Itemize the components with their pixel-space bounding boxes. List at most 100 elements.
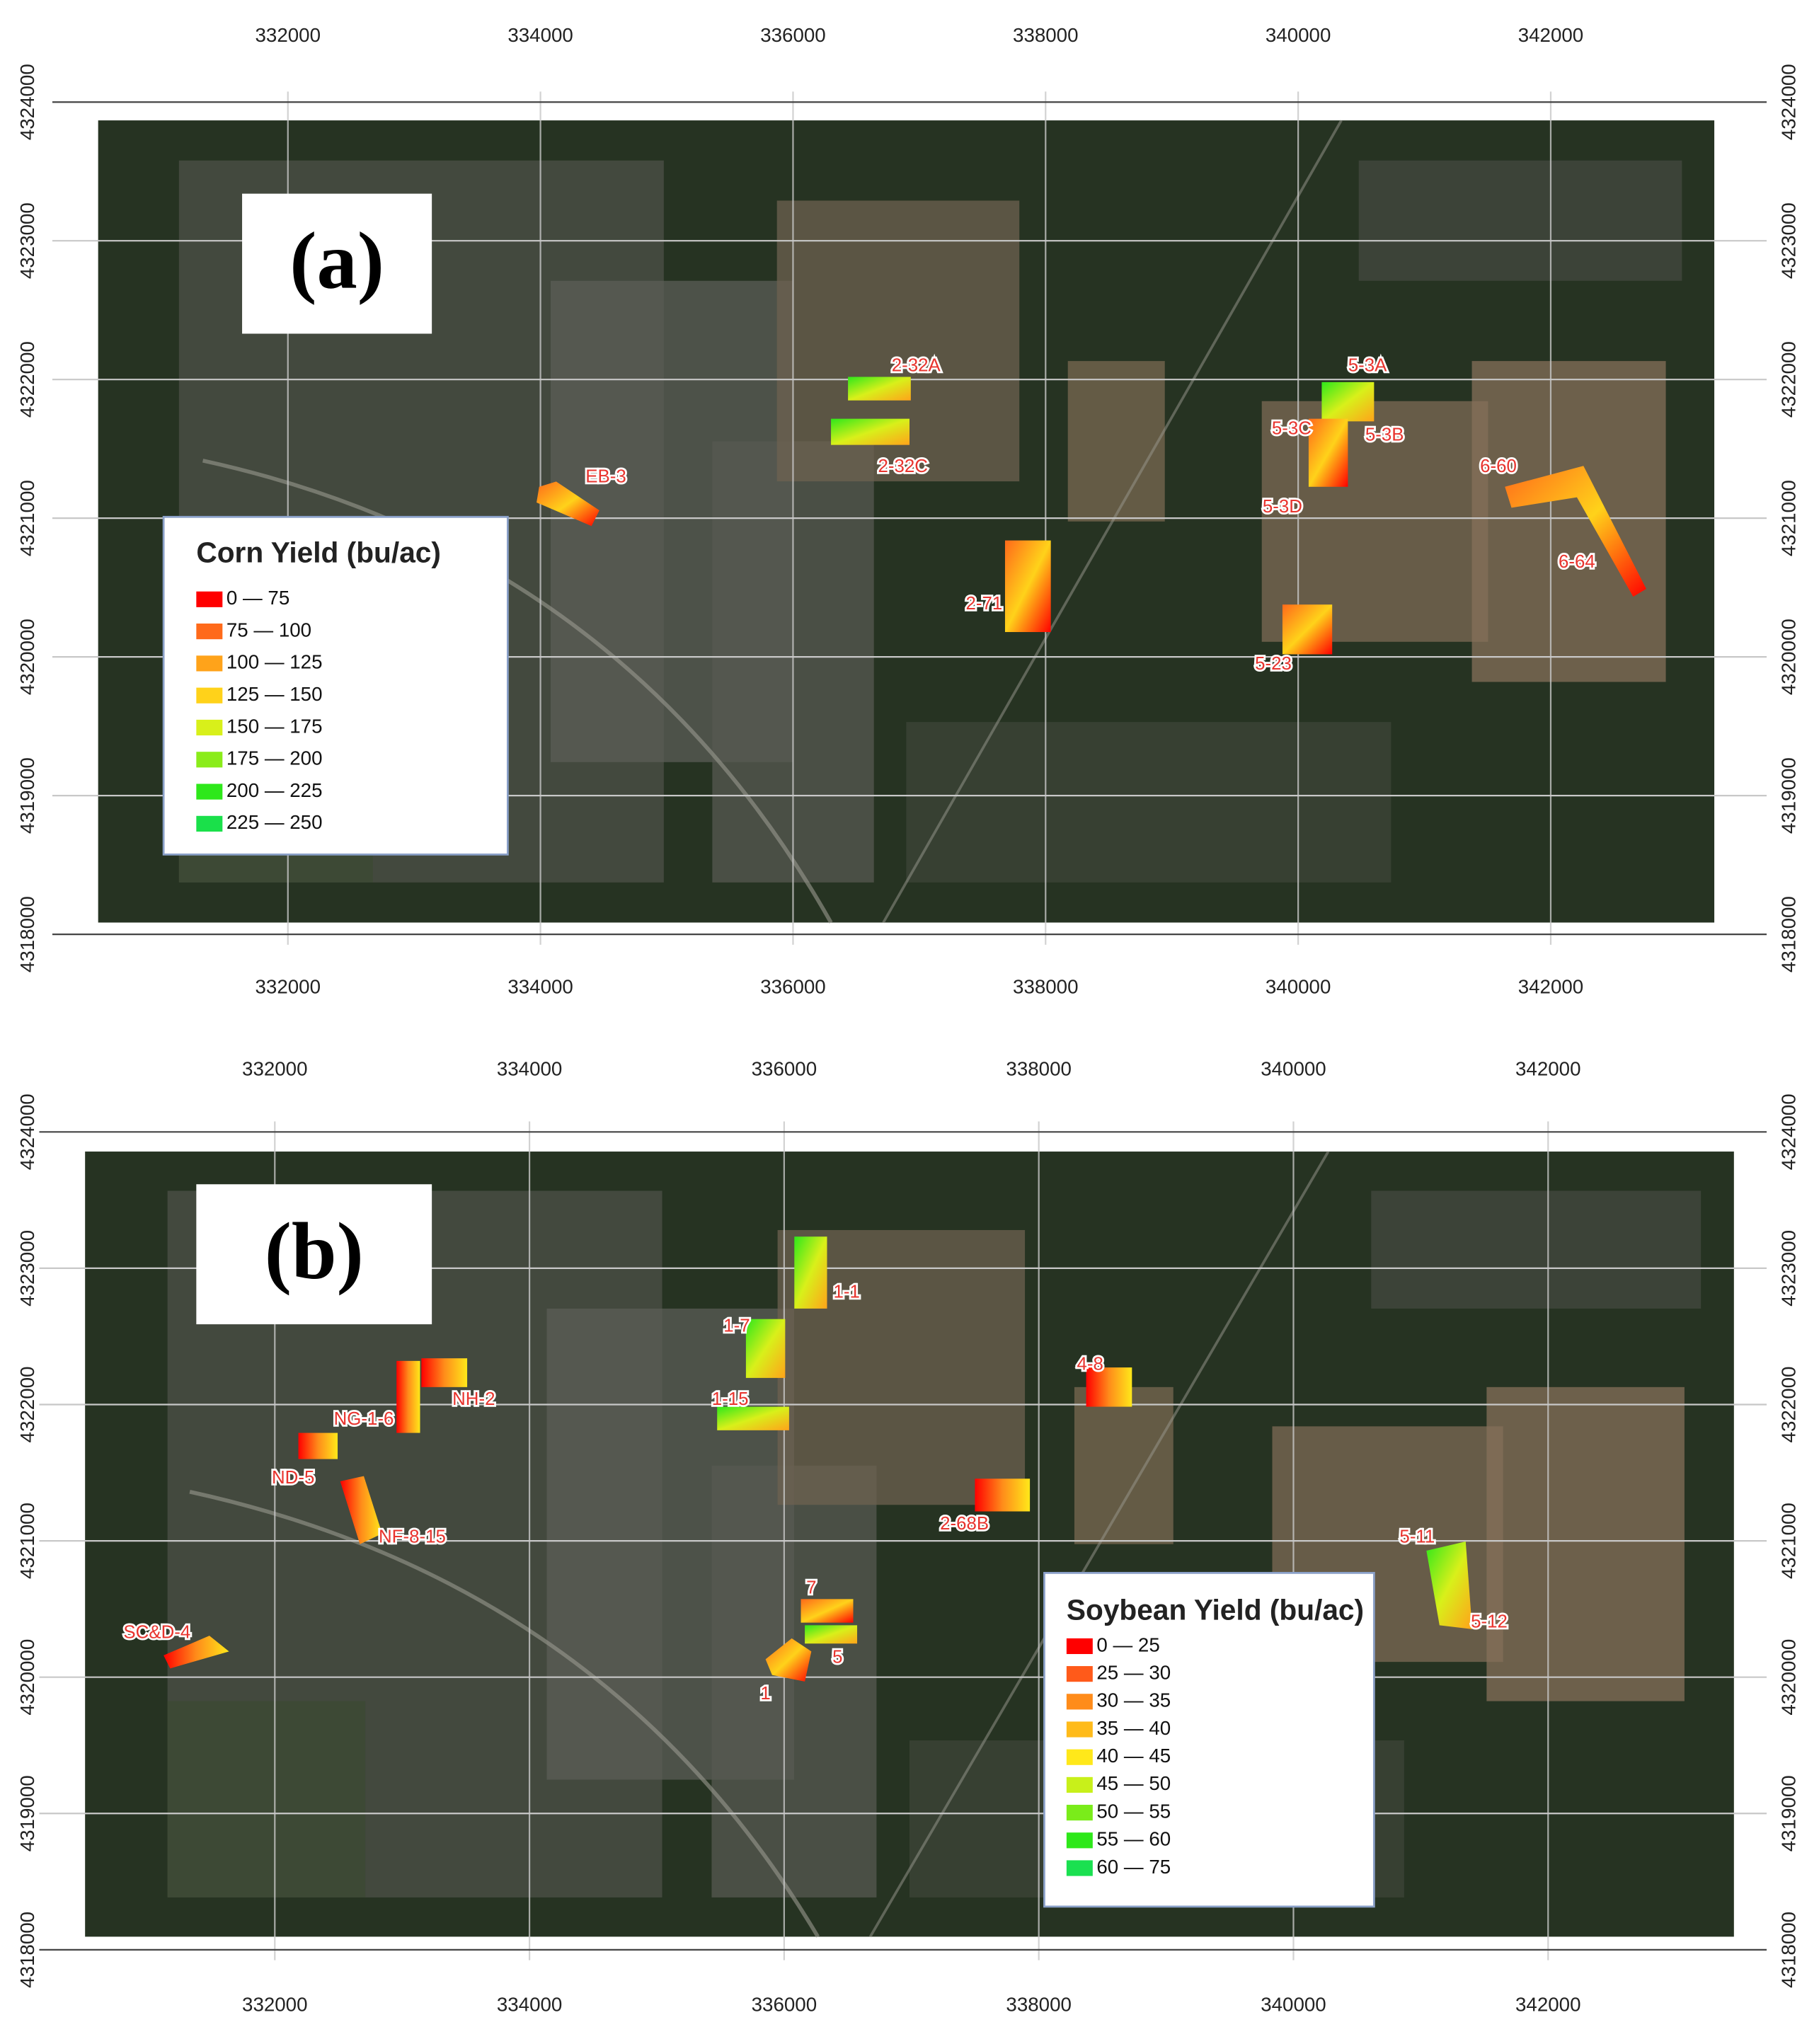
field-label: SC&D-4 — [123, 1622, 190, 1642]
panel-label: (a) — [289, 215, 384, 305]
field-label: 5-3A — [1348, 356, 1387, 376]
y-tick-label: 4318000 — [1778, 896, 1800, 972]
field-label: ND-5 — [272, 1468, 314, 1488]
field-yield-map — [717, 1406, 789, 1430]
panel-label-box — [196, 1184, 432, 1325]
x-tick-label: 334000 — [497, 1058, 563, 1080]
y-tick-label: 4319000 — [16, 757, 38, 834]
x-tick-label: 334000 — [507, 24, 573, 46]
field-label: 5-3C — [1272, 418, 1312, 438]
x-tick-label: 332000 — [242, 1994, 308, 2016]
field-label: 4-8 — [1077, 1354, 1103, 1374]
y-tick-label: 4322000 — [16, 341, 38, 418]
legend-swatch — [1066, 1666, 1093, 1682]
field-label: 5-11 — [1399, 1527, 1435, 1546]
terrain-patch — [1067, 361, 1165, 522]
terrain-patch — [1486, 1386, 1685, 1701]
x-tick-label: 332000 — [256, 975, 321, 997]
road — [202, 459, 833, 924]
road — [868, 1151, 1330, 1938]
field-label: 2-68B — [940, 1514, 989, 1534]
y-tick-label: 4320000 — [16, 619, 38, 695]
field-label: 5-12 — [1471, 1612, 1508, 1631]
field-label: 1 — [760, 1684, 770, 1704]
legend-swatch — [1066, 1832, 1093, 1849]
legend-label: 60 — 75 — [1096, 1856, 1171, 1878]
field-yield-map — [1505, 466, 1646, 597]
field-yield-map — [765, 1638, 812, 1682]
legend-swatch — [1066, 1694, 1093, 1710]
legend-swatch — [196, 752, 223, 768]
y-tick-label: 4318000 — [1778, 1912, 1800, 1988]
y-tick-label: 4322000 — [16, 1367, 38, 1443]
y-tick-label: 4323000 — [16, 202, 38, 279]
legend-swatch — [196, 815, 223, 832]
y-tick-label: 4319000 — [1778, 1775, 1800, 1851]
y-tick-label: 4319000 — [1778, 757, 1800, 834]
legend-swatch — [196, 687, 223, 704]
x-tick-label: 336000 — [752, 1058, 817, 1080]
x-tick-label: 334000 — [497, 1994, 563, 2016]
field-label: NF-8-15 — [379, 1527, 446, 1546]
x-tick-label: 338000 — [1013, 24, 1078, 46]
field-label: 6-60 — [1480, 457, 1517, 476]
terrain-patch — [1261, 401, 1488, 642]
field-yield-map — [1004, 540, 1051, 633]
legend-swatch — [1066, 1749, 1093, 1765]
x-tick-label: 338000 — [1006, 1058, 1072, 1080]
road — [882, 120, 1343, 924]
x-tick-label: 342000 — [1518, 975, 1584, 997]
legend-label: 35 — 40 — [1096, 1717, 1171, 1739]
field-label: 5-3B — [1365, 425, 1404, 445]
legend-swatch — [1066, 1721, 1093, 1738]
legend-label: 45 — 50 — [1096, 1772, 1171, 1794]
terrain-patch — [1471, 361, 1666, 682]
field-label: 5 — [832, 1647, 842, 1667]
field-yield-map — [1426, 1541, 1473, 1629]
panel-label: (b) — [265, 1206, 364, 1296]
legend-label: 50 — 55 — [1096, 1800, 1171, 1822]
field-label: 5-23 — [1255, 654, 1292, 674]
x-tick-label: 338000 — [1013, 975, 1078, 997]
y-tick-label: 4321000 — [1778, 1503, 1800, 1579]
legend-label: 25 — 30 — [1096, 1661, 1171, 1683]
legend-label: 225 — 250 — [226, 811, 323, 833]
field-yield-map — [1282, 604, 1333, 655]
field-yield-map — [396, 1360, 420, 1433]
field-yield-map — [805, 1625, 858, 1644]
legend-swatch — [196, 783, 223, 800]
field-label: 1-7 — [723, 1316, 750, 1336]
legend-swatch — [1066, 1776, 1093, 1793]
field-label: 2-71 — [965, 594, 1002, 614]
legend-label: 55 — 60 — [1096, 1828, 1171, 1850]
y-tick-label: 4321000 — [16, 480, 38, 556]
y-tick-label: 4322000 — [1778, 341, 1800, 418]
y-tick-label: 4320000 — [16, 1639, 38, 1716]
y-tick-label: 4323000 — [1778, 202, 1800, 279]
y-tick-label: 4324000 — [1778, 64, 1800, 140]
legend-label: 0 — 75 — [226, 587, 289, 609]
terrain-patch — [906, 722, 1391, 883]
y-tick-label: 4320000 — [1778, 619, 1800, 695]
legend-swatch — [1066, 1805, 1093, 1821]
field-label: 2-32A — [892, 356, 941, 376]
legend-label: 40 — 45 — [1096, 1745, 1171, 1767]
field-label: 2-32C — [878, 457, 928, 476]
legend-swatch — [1066, 1638, 1093, 1655]
y-tick-label: 4323000 — [1778, 1230, 1800, 1307]
field-label: NH-2 — [452, 1389, 495, 1409]
y-tick-label: 4319000 — [16, 1775, 38, 1851]
terrain-patch — [1371, 1190, 1702, 1309]
terrain-patch — [167, 1701, 366, 1897]
x-tick-label: 332000 — [242, 1058, 308, 1080]
y-tick-label: 4320000 — [1778, 1639, 1800, 1716]
field-yield-map — [421, 1358, 468, 1387]
field-label: 1-15 — [712, 1389, 749, 1409]
field-yield-map — [298, 1432, 338, 1459]
x-tick-label: 336000 — [760, 24, 826, 46]
field-yield-map — [801, 1599, 854, 1623]
legend-box — [1043, 1572, 1375, 1908]
terrain-patch — [711, 1465, 877, 1897]
field-yield-map — [745, 1319, 786, 1378]
